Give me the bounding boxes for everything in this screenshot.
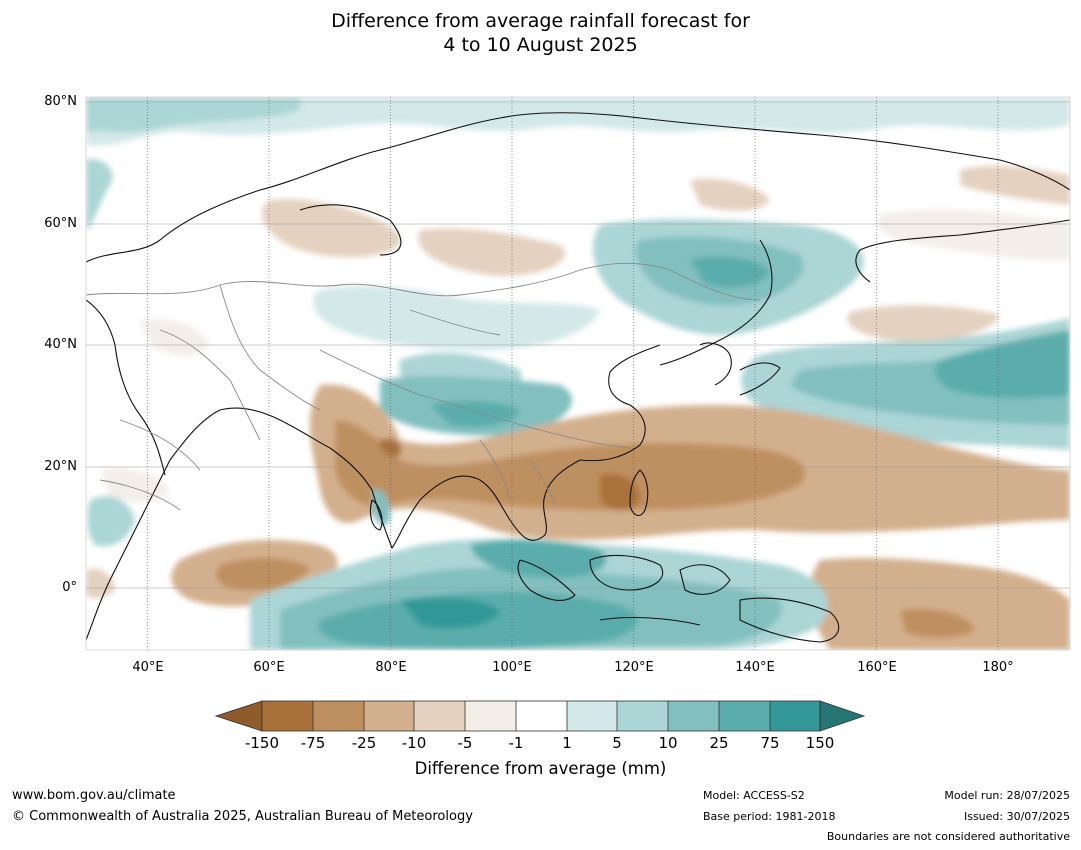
colorbar-tick-label: -150 bbox=[244, 734, 280, 752]
map-field bbox=[86, 97, 1070, 650]
colorbar-title: Difference from average (mm) bbox=[414, 759, 667, 778]
footer-model: Model: ACCESS-S2 bbox=[703, 789, 805, 802]
footer-model-run: Model run: 28/07/2025 bbox=[944, 789, 1070, 802]
colorbar-tick-label: -1 bbox=[508, 734, 524, 752]
colorbar-tick-label: 25 bbox=[709, 734, 729, 752]
footer-disclaimer: Boundaries are not considered authoritat… bbox=[826, 830, 1070, 843]
lon-label: 140°E bbox=[735, 660, 775, 675]
colorbar-tick-label: 75 bbox=[760, 734, 780, 752]
colorbar-tick-label: 5 bbox=[612, 734, 622, 752]
colorbar-tick-label: 1 bbox=[562, 734, 572, 752]
footer-base-period: Base period: 1981-2018 bbox=[703, 810, 836, 823]
map-title-line1: Difference from average rainfall forecas… bbox=[331, 10, 750, 32]
footer-url: www.bom.gov.au/climate bbox=[12, 788, 176, 803]
footer-copyright: © Commonwealth of Australia 2025, Austra… bbox=[12, 809, 473, 824]
lon-label: 100°E bbox=[492, 660, 532, 675]
lat-label: 0° bbox=[62, 580, 77, 595]
lon-label: 180° bbox=[982, 660, 1014, 675]
lat-label: 60°N bbox=[44, 216, 77, 231]
colorbar-tick-label: 10 bbox=[658, 734, 678, 752]
footer-issued: Issued: 30/07/2025 bbox=[963, 810, 1070, 823]
colorbar-tick-label: -5 bbox=[457, 734, 473, 752]
lon-label: 120°E bbox=[614, 660, 654, 675]
colorbar-tick-label: -10 bbox=[401, 734, 427, 752]
colorbar-tick-label: -25 bbox=[351, 734, 377, 752]
colorbar-tick-label: -75 bbox=[300, 734, 326, 752]
lon-label: 80°E bbox=[375, 660, 407, 675]
lat-label: 20°N bbox=[44, 459, 77, 474]
lon-label: 40°E bbox=[132, 660, 164, 675]
lon-label: 60°E bbox=[253, 660, 285, 675]
lat-label: 80°N bbox=[44, 94, 77, 109]
colorbar-tick-label: 150 bbox=[805, 734, 835, 752]
colorbar bbox=[214, 700, 866, 732]
lon-label: 160°E bbox=[857, 660, 897, 675]
map-title-line2: 4 to 10 August 2025 bbox=[443, 34, 638, 56]
lat-label: 40°N bbox=[44, 337, 77, 352]
